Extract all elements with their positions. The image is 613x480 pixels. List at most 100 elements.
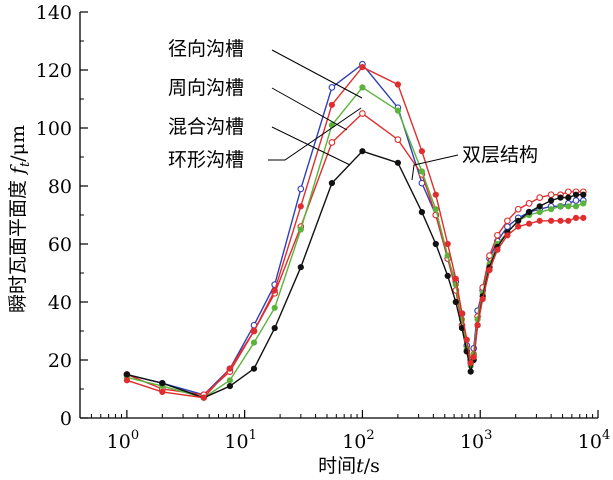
- data-point: [432, 206, 439, 213]
- data-point: [418, 209, 426, 216]
- series-3: [123, 148, 587, 401]
- data-point: [271, 325, 278, 332]
- y-axis-title: 瞬时瓦面平面度 ft/μm: [7, 125, 33, 313]
- y-tick-label: 100: [36, 118, 72, 140]
- data-point: [580, 214, 587, 221]
- data-point: [418, 148, 426, 155]
- data-point: [565, 203, 572, 210]
- data-point: [580, 191, 587, 198]
- callout-leader-1: [271, 87, 348, 131]
- data-point: [394, 107, 402, 114]
- data-point: [297, 226, 304, 233]
- data-point: [547, 206, 555, 213]
- series-line: [126, 150, 584, 399]
- data-point: [467, 368, 474, 375]
- data-point: [525, 200, 533, 207]
- y-tick-label: 80: [48, 176, 72, 198]
- data-point: [159, 380, 166, 387]
- data-point: [536, 209, 543, 216]
- data-point: [536, 217, 543, 224]
- data-point: [271, 287, 278, 294]
- data-point: [418, 168, 426, 175]
- data-point: [226, 365, 233, 372]
- data-point: [504, 217, 511, 225]
- data-point: [557, 217, 564, 224]
- data-point: [200, 394, 207, 401]
- data-point: [547, 197, 555, 204]
- data-point: [226, 383, 233, 390]
- data-point: [525, 209, 533, 216]
- data-point: [470, 354, 477, 361]
- callout-leader-0: [271, 49, 363, 99]
- callout-leader-3: [268, 107, 362, 161]
- data-point: [467, 359, 474, 367]
- data-point: [297, 264, 304, 271]
- x-tick-label: 104: [578, 428, 610, 453]
- callout-leader-2: [271, 126, 351, 166]
- data-point: [452, 275, 459, 282]
- x-tick-label: 100: [107, 428, 139, 453]
- data-point: [580, 200, 587, 207]
- data-point: [515, 223, 522, 230]
- data-point: [297, 203, 304, 210]
- data-point: [328, 180, 336, 187]
- data-point: [479, 296, 486, 303]
- y-tick-label: 140: [36, 2, 72, 24]
- data-point: [271, 304, 278, 311]
- data-point: [494, 246, 501, 253]
- data-point: [463, 336, 470, 343]
- data-point: [572, 197, 580, 204]
- data-point: [123, 377, 130, 384]
- data-point: [444, 240, 451, 248]
- data-point: [514, 205, 522, 213]
- data-point: [432, 240, 439, 248]
- callout-label-2: 混合沟槽: [168, 116, 244, 138]
- data-point: [564, 188, 572, 196]
- data-point: [547, 191, 555, 199]
- y-tick-label: 20: [48, 350, 72, 372]
- callout-label-3: 环形沟槽: [168, 149, 244, 171]
- data-point: [536, 194, 544, 201]
- data-point: [536, 203, 543, 210]
- data-point: [359, 110, 366, 117]
- series-group: [123, 60, 587, 401]
- data-point: [123, 371, 130, 378]
- data-point: [525, 220, 533, 227]
- y-tick-label: 40: [48, 292, 72, 314]
- data-point: [504, 232, 511, 239]
- data-point: [328, 101, 336, 108]
- data-point: [557, 194, 564, 201]
- y-tick-label: 0: [60, 408, 72, 430]
- data-point: [458, 310, 466, 317]
- callout-label-1: 周向沟槽: [168, 77, 244, 99]
- data-point: [572, 214, 580, 221]
- y-tick-label: 120: [36, 60, 72, 82]
- data-point: [432, 191, 439, 198]
- data-point: [557, 203, 564, 210]
- data-point: [394, 159, 402, 166]
- data-point: [297, 185, 305, 193]
- data-point: [359, 84, 366, 91]
- data-point: [444, 272, 451, 280]
- data-point: [328, 84, 336, 91]
- data-point: [328, 139, 336, 146]
- data-point: [547, 217, 555, 224]
- callout-leader-4: [411, 154, 459, 181]
- data-point: [159, 388, 166, 396]
- axis-titles: 时间t/s 瞬时瓦面平面度 ft/μm: [7, 125, 380, 477]
- data-point: [226, 377, 233, 384]
- data-point: [359, 148, 366, 155]
- data-point: [474, 322, 481, 329]
- data-point: [359, 63, 366, 71]
- data-point: [572, 191, 580, 198]
- data-point: [394, 136, 402, 143]
- data-point: [565, 194, 572, 201]
- callout-label-4: 双层结构: [462, 144, 538, 166]
- data-point: [572, 203, 580, 210]
- data-point: [394, 81, 402, 88]
- x-tick-label: 103: [460, 428, 492, 453]
- x-axis-title: 时间t/s: [318, 455, 380, 477]
- data-point: [452, 298, 459, 306]
